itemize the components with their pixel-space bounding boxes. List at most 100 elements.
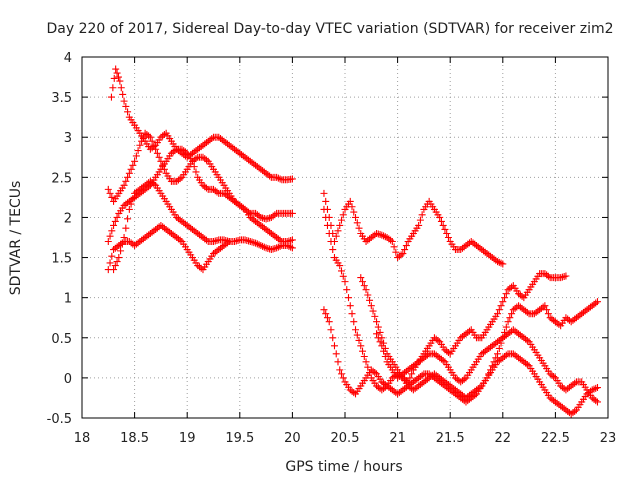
data-point-marker	[441, 378, 449, 386]
data-point-marker	[222, 191, 230, 199]
data-point-marker	[323, 314, 331, 322]
data-point-marker	[499, 260, 507, 268]
data-point-marker	[271, 211, 279, 219]
data-point-marker	[129, 161, 137, 169]
data-point-marker	[253, 163, 261, 171]
data-point-marker	[548, 315, 556, 323]
x-tick-label: 19	[179, 431, 196, 446]
data-point-marker	[374, 383, 382, 391]
data-point-marker	[134, 147, 142, 155]
data-point-marker	[474, 385, 482, 393]
data-point-marker	[288, 175, 296, 183]
data-point-marker	[476, 383, 484, 391]
data-point-marker	[201, 183, 209, 191]
data-point-marker	[462, 242, 470, 250]
data-point-marker	[511, 327, 519, 335]
data-point-marker	[227, 143, 235, 151]
data-point-marker	[206, 136, 214, 144]
data-point-marker	[416, 357, 424, 365]
data-point-marker	[192, 168, 200, 176]
data-point-marker	[423, 351, 431, 359]
data-point-marker	[408, 370, 416, 378]
x-tick-label: 20.5	[331, 431, 360, 446]
series-track-7	[320, 205, 570, 394]
data-point-marker	[125, 205, 133, 213]
data-point-marker	[106, 232, 114, 240]
data-point-marker	[494, 338, 502, 346]
data-point-marker	[176, 175, 184, 183]
data-point-marker	[215, 246, 223, 254]
data-point-marker	[345, 294, 353, 302]
data-point-marker	[460, 331, 468, 339]
data-point-marker	[593, 398, 601, 406]
data-point-marker	[187, 224, 195, 232]
data-point-marker	[567, 382, 575, 390]
data-point-marker	[590, 395, 598, 403]
data-point-marker	[544, 272, 552, 280]
data-point-marker	[113, 258, 121, 266]
data-point-marker	[106, 259, 114, 267]
data-point-marker	[169, 231, 177, 239]
data-point-marker	[274, 174, 282, 182]
x-tick-label: 23	[600, 431, 617, 446]
data-point-marker	[443, 229, 451, 237]
data-point-marker	[322, 310, 330, 318]
data-point-marker	[218, 243, 226, 251]
data-point-marker	[483, 250, 491, 258]
data-point-marker	[392, 248, 400, 256]
data-point-marker	[592, 299, 600, 307]
data-point-marker	[369, 307, 377, 315]
data-point-marker	[145, 231, 153, 239]
data-point-marker	[488, 342, 496, 350]
data-point-marker	[376, 338, 384, 346]
data-point-marker	[111, 262, 119, 270]
data-point-marker	[530, 310, 538, 318]
data-point-marker	[471, 240, 479, 248]
data-point-marker	[397, 371, 405, 379]
data-point-marker	[150, 180, 158, 188]
data-point-marker	[443, 379, 451, 387]
y-tick-label: 2.5	[51, 171, 72, 186]
data-point-marker	[325, 229, 333, 237]
data-point-marker	[478, 246, 486, 254]
data-point-marker	[150, 227, 158, 235]
data-point-marker	[181, 220, 189, 228]
data-point-marker	[548, 371, 556, 379]
data-point-marker	[534, 307, 542, 315]
data-point-marker	[418, 371, 426, 379]
data-point-marker	[117, 84, 125, 92]
data-point-marker	[360, 282, 368, 290]
data-point-marker	[550, 373, 558, 381]
data-point-marker	[129, 195, 137, 203]
data-point-marker	[367, 234, 375, 241]
data-point-marker	[148, 179, 156, 187]
data-point-marker	[334, 227, 342, 235]
data-point-marker	[546, 314, 554, 322]
data-point-marker	[564, 407, 572, 415]
data-point-marker	[522, 307, 530, 315]
data-point-marker	[515, 302, 523, 310]
data-point-marker	[485, 251, 493, 259]
data-point-marker	[497, 335, 505, 343]
data-point-marker	[494, 350, 502, 358]
data-point-marker	[330, 342, 338, 350]
data-point-marker	[180, 147, 188, 155]
data-point-marker	[253, 240, 261, 248]
data-point-marker	[437, 217, 445, 225]
data-point-marker	[143, 232, 151, 240]
data-point-marker	[134, 239, 142, 247]
data-point-marker	[564, 315, 572, 323]
data-point-marker	[497, 355, 505, 363]
data-point-marker	[543, 306, 551, 314]
data-point-marker	[502, 331, 510, 339]
data-point-marker	[406, 374, 414, 382]
data-point-marker	[110, 221, 118, 229]
data-point-marker	[499, 334, 507, 342]
data-point-marker	[492, 354, 500, 362]
data-point-marker	[364, 363, 372, 371]
data-point-marker	[274, 235, 282, 243]
data-point-marker	[194, 262, 202, 270]
data-point-marker	[360, 352, 368, 360]
data-point-marker	[516, 331, 524, 339]
